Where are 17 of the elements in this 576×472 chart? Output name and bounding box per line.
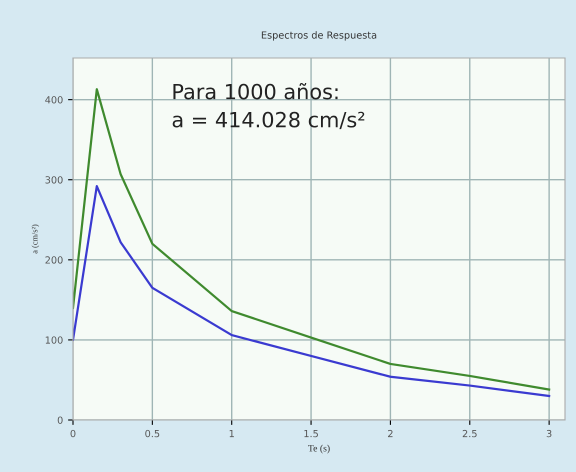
y-tick-label: 200 bbox=[45, 256, 63, 264]
x-tick-label: 2.5 bbox=[462, 430, 477, 438]
x-tick-label: 1.5 bbox=[304, 430, 318, 438]
y-tick-label: 0 bbox=[58, 416, 63, 424]
x-tick-label: 1 bbox=[230, 430, 234, 438]
y-tick-label: 100 bbox=[46, 336, 63, 344]
y-tick-label: 400 bbox=[45, 96, 63, 104]
x-tick-label: 0 bbox=[70, 430, 76, 438]
annotation: Para 1000 años: a = 414.028 cm/s² bbox=[172, 82, 364, 130]
x-tick-label: 0.5 bbox=[145, 430, 160, 438]
y-axis-title: a (cm/s²) bbox=[32, 224, 40, 254]
chart-title: Espectros de Respuesta bbox=[262, 31, 376, 41]
x-tick-label: 2 bbox=[388, 430, 393, 438]
line-series bbox=[73, 185, 550, 398]
y-tick-label: 300 bbox=[45, 176, 63, 184]
x-tick-label: 3 bbox=[546, 430, 552, 438]
x-axis-title: Te (s) bbox=[308, 444, 330, 454]
